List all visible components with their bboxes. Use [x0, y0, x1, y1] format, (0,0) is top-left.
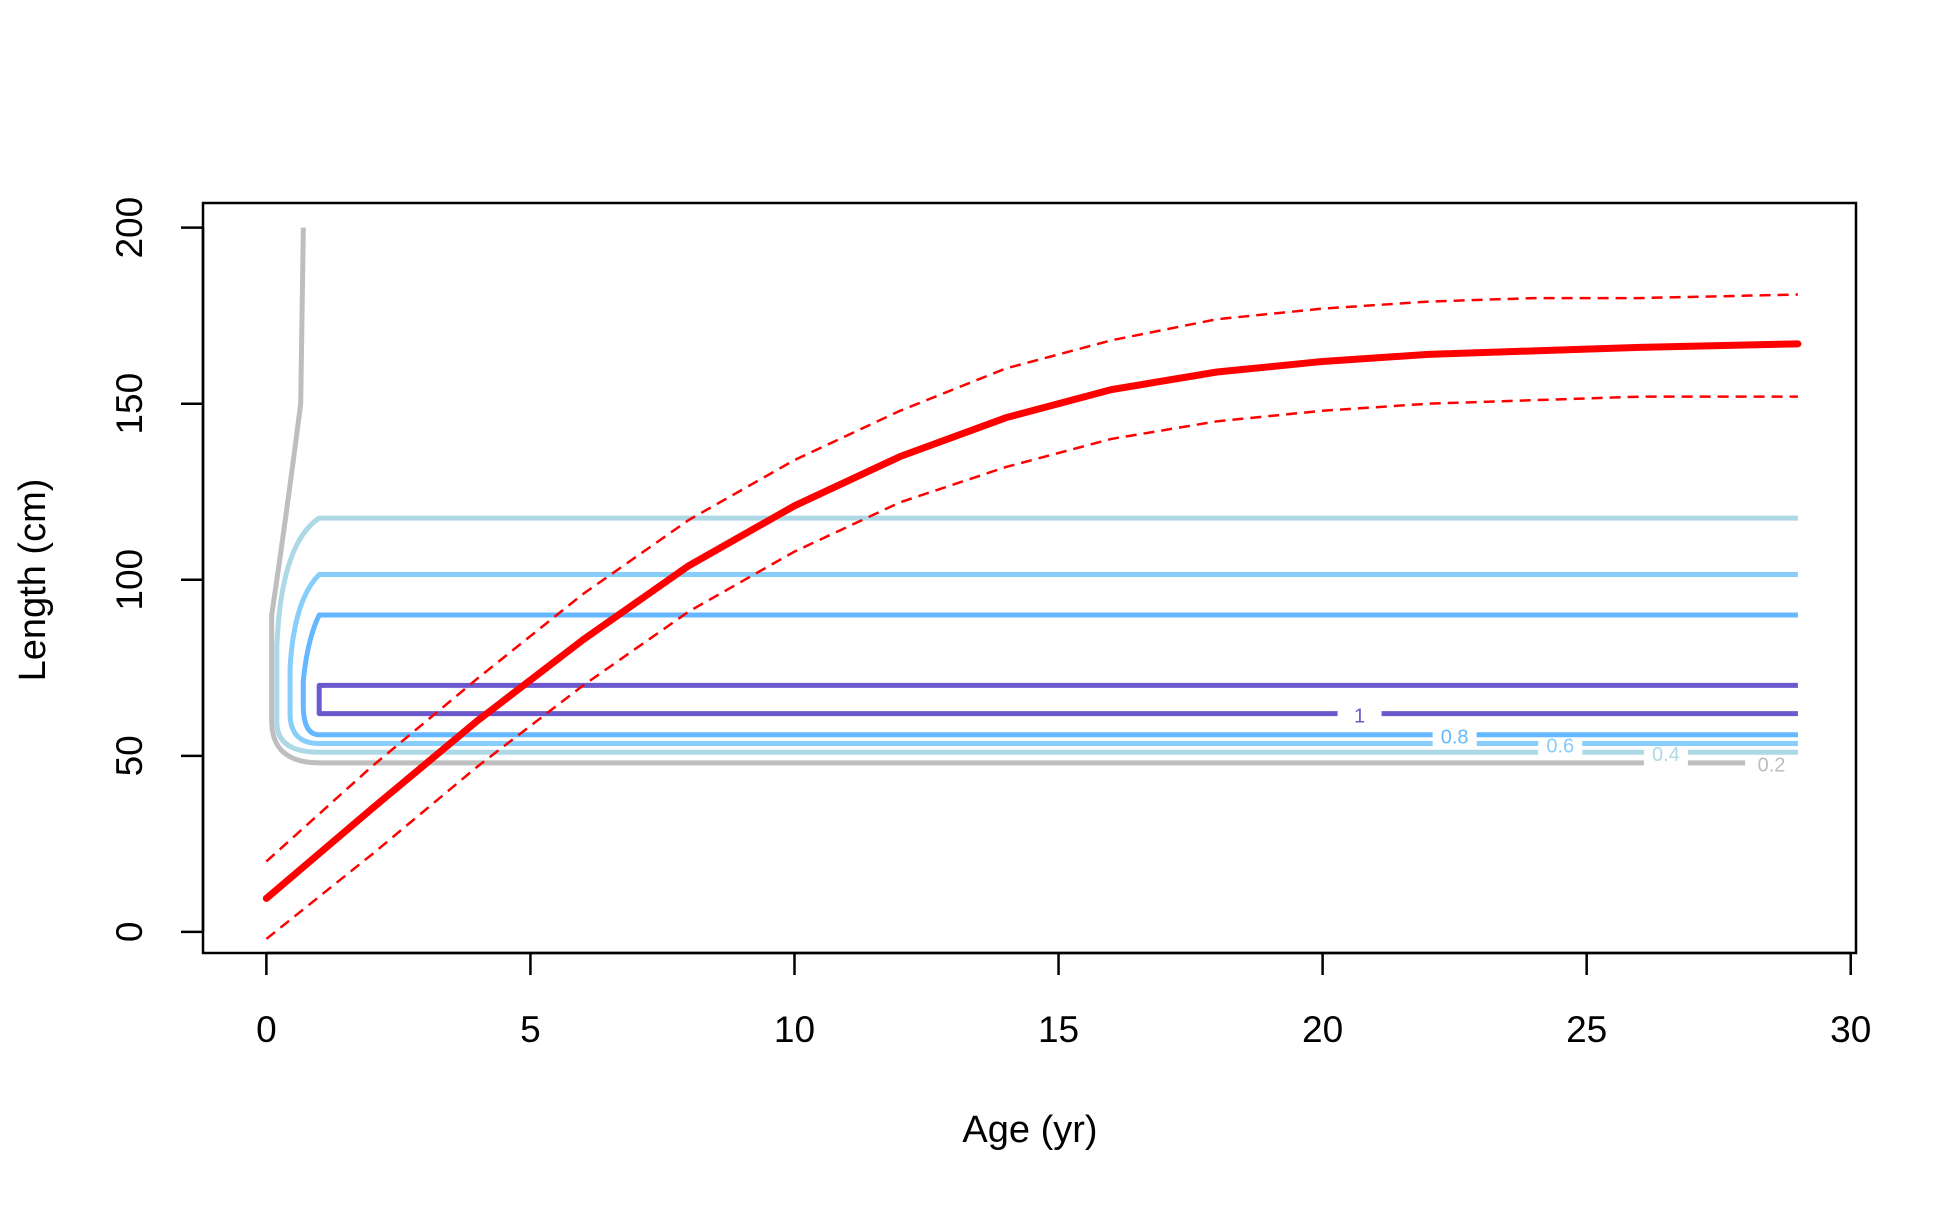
x-axis-title: Age (yr)	[962, 1109, 1097, 1151]
y-tick-label: 0	[109, 922, 150, 943]
contour-label-gap	[1432, 724, 1477, 749]
contour-label-gap	[1337, 703, 1382, 728]
contour-label: 0.6	[1546, 735, 1574, 757]
y-tick-label: 150	[109, 373, 150, 435]
growth-mean-curve	[262, 340, 1802, 902]
x-tick-label: 15	[1038, 1009, 1079, 1050]
y-tick-label: 200	[109, 197, 150, 259]
contour-label: 0.4	[1652, 744, 1680, 766]
contour-label: 0.8	[1441, 726, 1469, 748]
growth-curves	[262, 293, 1802, 940]
contour-line	[274, 515, 1798, 755]
growth-upper-interval	[265, 293, 1798, 863]
contour-line	[269, 227, 1746, 766]
y-tick-label: 100	[109, 549, 150, 611]
contour-label-gap	[1749, 752, 1794, 777]
growth-lower-interval	[265, 395, 1798, 940]
contour-label-gap	[1538, 733, 1583, 758]
x-axis: 0 5 10 15 20 25 30	[256, 951, 1871, 1050]
y-axis: 0 50 100 150 200	[109, 197, 205, 943]
contour-lines: 0.2 0.4 0.6 0.8 1	[269, 227, 1798, 777]
y-axis-title: Length (cm)	[12, 479, 54, 682]
x-tick-label: 5	[520, 1009, 541, 1050]
x-tick-label: 20	[1302, 1009, 1343, 1050]
contour-label-gap	[1643, 742, 1688, 767]
contour-line	[287, 571, 1798, 746]
contour-label: 1	[1354, 705, 1365, 727]
x-tick-label: 25	[1566, 1009, 1607, 1050]
contour-line	[300, 612, 1798, 738]
contour-line	[316, 682, 1798, 717]
x-tick-label: 0	[256, 1009, 277, 1050]
contour-label: 0.2	[1758, 755, 1786, 777]
y-tick-label: 50	[109, 735, 150, 776]
x-tick-label: 10	[774, 1009, 815, 1050]
x-tick-label: 30	[1830, 1009, 1871, 1050]
plot-frame	[201, 201, 1858, 955]
